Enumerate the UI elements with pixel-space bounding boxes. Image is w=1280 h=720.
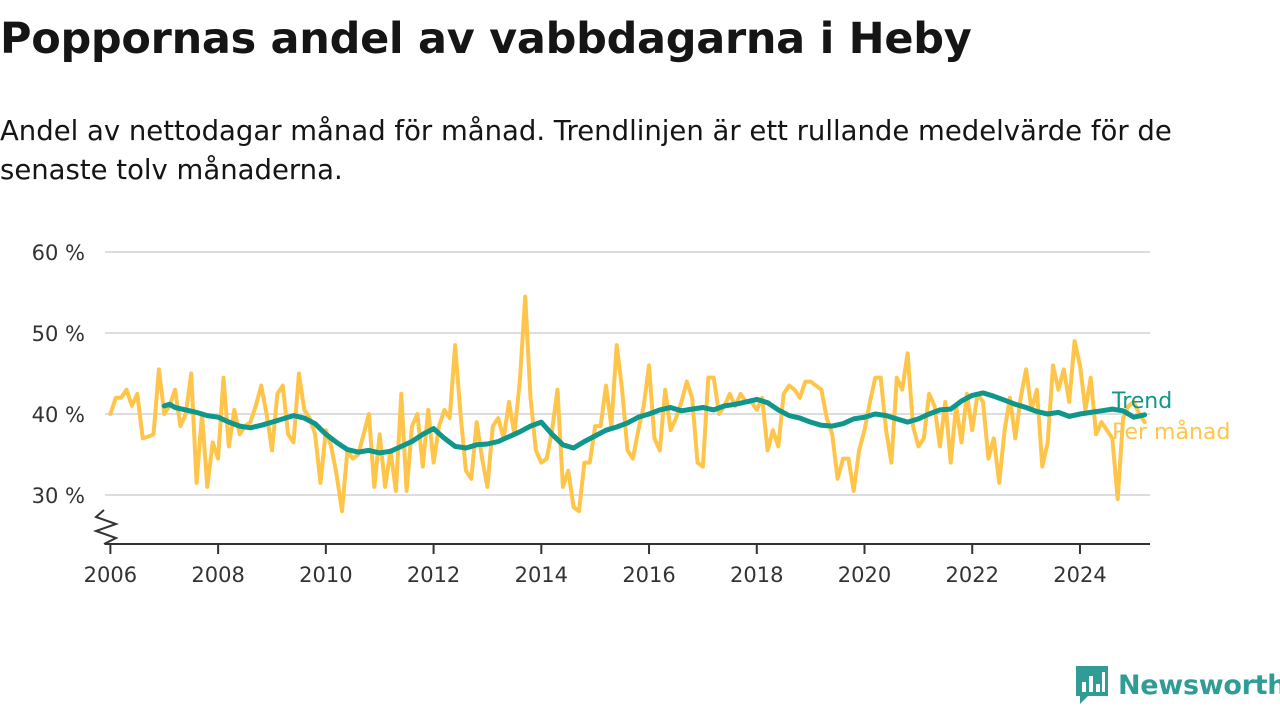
x-tick-label: 2018 <box>730 563 783 587</box>
x-tick-label: 2006 <box>84 563 137 587</box>
axis-break-marker <box>92 509 120 545</box>
legend-label-trend: Trend <box>1111 389 1172 414</box>
x-tick-label: 2024 <box>1053 563 1106 587</box>
x-tick-label: 2008 <box>191 563 244 587</box>
brand-name: Newsworthy <box>1118 669 1280 701</box>
x-tick-label: 2012 <box>407 563 460 587</box>
y-tick-label: 50 % <box>32 322 85 346</box>
legend-label-per-manad: Per månad <box>1112 419 1230 445</box>
chart-title: Poppornas andel av vabbdagarna i Heby <box>0 14 972 64</box>
y-tick-label: 60 % <box>32 241 85 265</box>
series-line-per-manad <box>108 294 1147 514</box>
y-tick-label: 40 % <box>32 403 85 427</box>
x-tick-label: 2010 <box>299 563 352 587</box>
series-line-trend <box>161 390 1148 456</box>
grid-lines <box>105 251 1150 496</box>
newsworthy-logo-icon <box>1076 666 1108 704</box>
x-axis: 2006 2008 2010 2012 2014 2016 2018 2020 2022 2024 <box>84 509 1150 587</box>
y-axis-ticks: 30 % 40 % 50 % 60 % <box>32 241 85 508</box>
series-lines <box>108 294 1148 514</box>
chart-subtitle: Andel av nettodagar månad för månad. Tre… <box>0 115 1172 186</box>
legend: Trend Per månad <box>1111 389 1230 445</box>
x-tick-label: 2020 <box>838 563 891 587</box>
brand-logo: Newsworthy <box>1074 664 1280 706</box>
x-tick-label: 2016 <box>622 563 675 587</box>
x-tick-label: 2014 <box>515 563 568 587</box>
x-tick-label: 2022 <box>946 563 999 587</box>
y-tick-label: 30 % <box>32 484 85 508</box>
